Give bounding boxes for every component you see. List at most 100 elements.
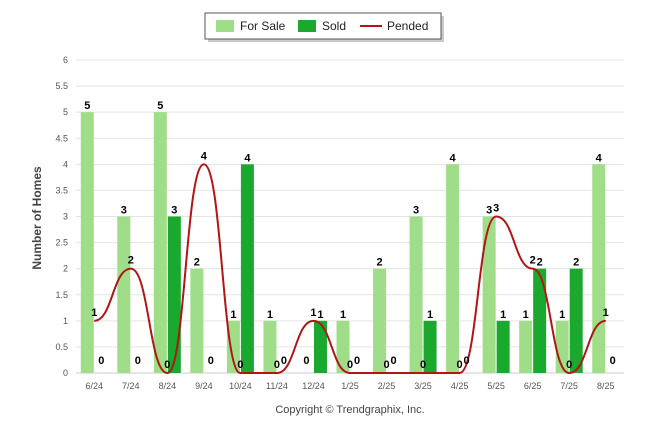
sold-bar (423, 320, 437, 373)
for-sale-value-label: 3 (121, 205, 127, 217)
sold-value-label: 0 (208, 355, 214, 367)
y-tick-label: 1 (63, 316, 68, 326)
for-sale-bar (446, 164, 460, 373)
legend-label-for-sale: For Sale (240, 19, 286, 33)
sold-bar (240, 164, 254, 373)
pended-value-label: 0 (237, 359, 243, 371)
y-tick-label: 5 (63, 107, 68, 117)
pended-value-label: 4 (201, 150, 208, 162)
for-sale-bar (153, 112, 167, 374)
y-axis-ticks: 0 0.5 1 1.5 2 2.5 3 3.5 4 4.5 5 5.5 6 (55, 55, 68, 378)
sold-bar (533, 268, 547, 373)
sold-value-label: 2 (537, 257, 543, 269)
copyright-credit: Copyright © Trendgraphix, Inc. (275, 404, 424, 416)
x-tick-label: 12/24 (302, 381, 325, 391)
for-sale-bar (80, 112, 94, 374)
y-tick-label: 2.5 (55, 238, 68, 248)
pended-value-label: 1 (91, 307, 97, 319)
for-sale-value-label: 5 (157, 100, 163, 112)
x-tick-label: 10/24 (229, 381, 252, 391)
y-axis-title: Number of Homes (30, 166, 44, 270)
x-tick-label: 8/24 (159, 381, 177, 391)
sold-value-label: 0 (390, 355, 396, 367)
sold-value-label: 1 (317, 309, 323, 321)
sold-value-label: 1 (427, 309, 433, 321)
for-sale-bar (373, 268, 387, 373)
x-tick-label: 2/25 (378, 381, 396, 391)
pended-value-label: 2 (530, 255, 536, 267)
sold-bar (313, 320, 327, 373)
y-tick-label: 3 (63, 212, 68, 222)
legend-swatch-sold (298, 20, 316, 32)
sold-bar (167, 216, 181, 373)
pended-value-label: 0 (383, 359, 389, 371)
legend-label-sold: Sold (322, 19, 346, 33)
for-sale-value-label: 3 (486, 205, 492, 217)
pended-value-label: 1 (310, 307, 316, 319)
pended-value-label: 0 (164, 359, 170, 371)
sold-value-label: 0 (354, 355, 360, 367)
for-sale-value-label: 1 (230, 309, 236, 321)
y-tick-label: 3.5 (55, 185, 68, 195)
for-sale-value-label: 2 (376, 257, 382, 269)
sold-value-label: 0 (98, 355, 104, 367)
pended-value-label: 0 (566, 359, 572, 371)
bars (80, 112, 606, 374)
for-sale-value-label: 1 (267, 309, 273, 321)
for-sale-value-label: 0 (303, 355, 309, 367)
x-tick-label: 6/24 (86, 381, 104, 391)
x-tick-label: 11/24 (266, 381, 288, 391)
pended-value-label: 1 (603, 307, 609, 319)
for-sale-value-label: 4 (596, 152, 603, 164)
sold-bar (496, 320, 510, 373)
for-sale-bar (336, 320, 350, 373)
y-tick-label: 0.5 (55, 342, 68, 352)
pended-value-label: 0 (274, 359, 280, 371)
for-sale-value-label: 3 (413, 205, 419, 217)
y-tick-label: 4.5 (55, 133, 68, 143)
sold-value-label: 4 (244, 152, 251, 164)
for-sale-bar (482, 216, 496, 373)
for-sale-value-label: 1 (559, 309, 565, 321)
sold-value-label: 2 (573, 257, 579, 269)
for-sale-value-label: 4 (450, 152, 457, 164)
pended-value-label: 0 (457, 359, 463, 371)
x-tick-label: 8/25 (597, 381, 615, 391)
for-sale-bar (519, 320, 533, 373)
pended-line-layer (94, 163, 606, 375)
for-sale-value-label: 1 (340, 309, 346, 321)
x-tick-label: 3/25 (414, 381, 432, 391)
y-tick-label: 2 (63, 264, 68, 274)
sold-value-label: 0 (610, 355, 616, 367)
pended-value-label: 0 (420, 359, 426, 371)
y-tick-label: 4 (63, 159, 68, 169)
pended-line (94, 163, 606, 375)
for-sale-bar (592, 164, 606, 373)
for-sale-value-label: 1 (523, 309, 529, 321)
sold-value-label: 3 (171, 205, 177, 217)
for-sale-bar (190, 268, 204, 373)
sold-value-label: 1 (500, 309, 506, 321)
for-sale-bar (409, 216, 423, 373)
sold-value-label: 0 (464, 355, 470, 367)
x-tick-label: 7/25 (560, 381, 578, 391)
x-tick-label: 5/25 (487, 381, 505, 391)
x-axis-ticks: 6/24 7/24 8/24 9/24 10/24 11/24 12/24 1/25 2/25 3… (86, 381, 615, 391)
sold-value-label: 0 (135, 355, 141, 367)
x-tick-label: 9/24 (195, 381, 213, 391)
pended-value-label: 3 (493, 203, 499, 215)
for-sale-bar (263, 320, 277, 373)
for-sale-value-label: 5 (84, 100, 90, 112)
x-tick-label: 1/25 (341, 381, 359, 391)
y-tick-label: 1.5 (55, 290, 68, 300)
pended-value-label: 0 (347, 359, 353, 371)
for-sale-value-label: 2 (194, 257, 200, 269)
y-tick-label: 5.5 (55, 81, 68, 91)
for-sale-bar (117, 216, 131, 373)
sold-value-label: 0 (281, 355, 287, 367)
legend: For Sale Sold Pended (204, 12, 444, 42)
sold-bar (569, 268, 583, 373)
pended-value-label: 2 (128, 255, 134, 267)
